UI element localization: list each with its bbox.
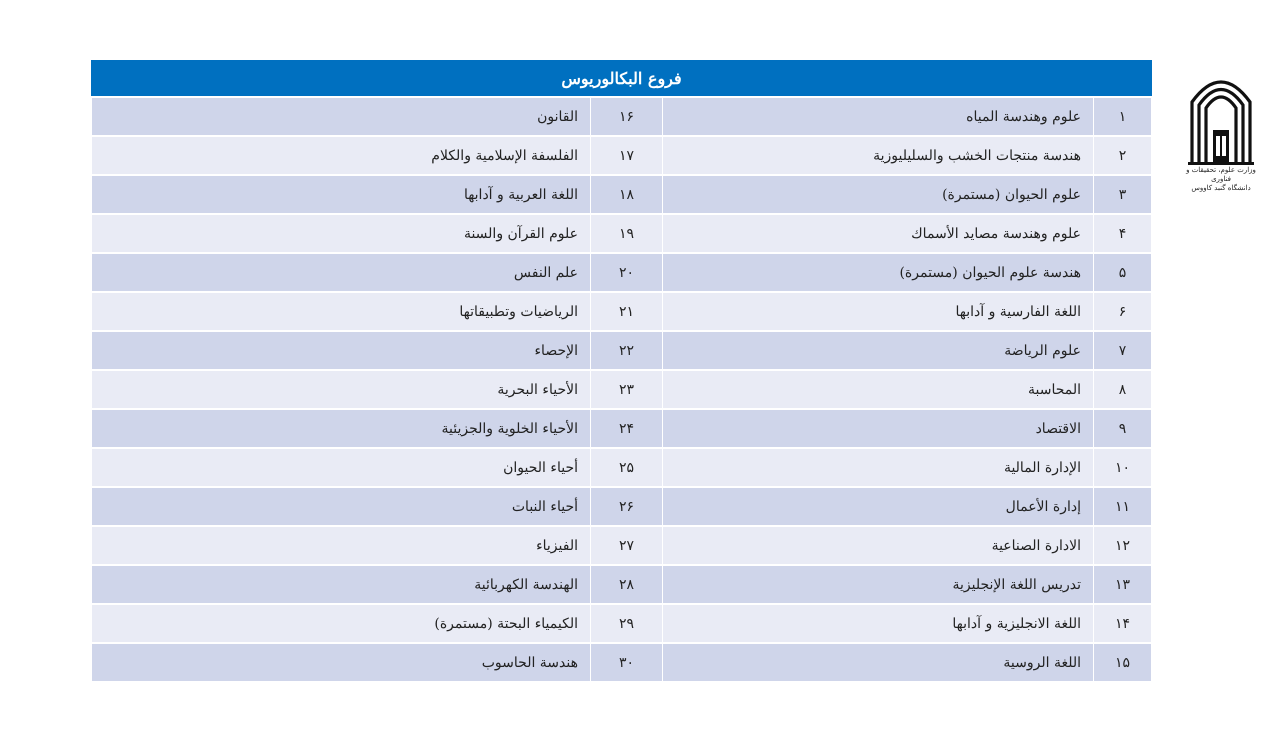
row-number: ١٠ xyxy=(1093,448,1152,488)
program-name: المحاسبة xyxy=(662,370,1094,410)
program-name: علوم وهندسة المياه xyxy=(662,98,1094,137)
program-name: الفلسفة الإسلامية والكلام xyxy=(91,136,591,176)
program-name: هندسة منتجات الخشب والسليليوزية xyxy=(662,136,1094,176)
row-number: ١٢ xyxy=(1093,526,1152,566)
table-row: ۴ علوم وهندسة مصايد الأسماك ١٩ علوم القرآن … xyxy=(91,214,1152,254)
row-number: ١۶ xyxy=(590,98,663,137)
row-number: ۵ xyxy=(1093,253,1152,293)
program-name: اللغة العربية و آدابها xyxy=(91,175,591,215)
row-number: ١٨ xyxy=(590,175,663,215)
table-row: ٨ المحاسبة ٢٣ الأحياء البحرية xyxy=(91,370,1152,410)
row-number: ٢۴ xyxy=(590,409,663,449)
program-name: الاقتصاد xyxy=(662,409,1094,449)
program-name: الهندسة الكهربائية xyxy=(91,565,591,605)
row-number: ۶ xyxy=(1093,292,1152,332)
program-name: الكيمياء البحتة (مستمرة) xyxy=(91,604,591,644)
row-number: ١٧ xyxy=(590,136,663,176)
table-row: ١٢ الادارة الصناعية ٢٧ الفيزياء xyxy=(91,526,1152,566)
row-number: ١٣ xyxy=(1093,565,1152,605)
row-number: ٨ xyxy=(1093,370,1152,410)
program-name: الادارة الصناعية xyxy=(662,526,1094,566)
table-row: ١١ إدارة الأعمال ٢۶ أحياء النبات xyxy=(91,487,1152,527)
program-name: علوم القرآن والسنة xyxy=(91,214,591,254)
program-name: الإحصاء xyxy=(91,331,591,371)
program-name: اللغة الروسية xyxy=(662,643,1094,683)
logo-caption: وزارت علوم، تحقیقات و فناوری دانشگاه گنب… xyxy=(1186,166,1256,192)
table-row: ١۴ اللغة الانجليزية و آدابها ٢٩ الكيمياء ال… xyxy=(91,604,1152,644)
row-number: ٢۵ xyxy=(590,448,663,488)
table-row: ٧ علوم الرياضة ٢٢ الإحصاء xyxy=(91,331,1152,371)
row-number: ١٩ xyxy=(590,214,663,254)
program-name: تدريس اللغة الإنجليزية xyxy=(662,565,1094,605)
program-name: علوم وهندسة مصايد الأسماك xyxy=(662,214,1094,254)
row-number: ٩ xyxy=(1093,409,1152,449)
row-number: ٢٢ xyxy=(590,331,663,371)
table-row: ١ علوم وهندسة المياه ١۶ القانون xyxy=(91,98,1152,137)
row-number: ١١ xyxy=(1093,487,1152,527)
row-number: ١ xyxy=(1093,98,1152,137)
row-number: ٣ xyxy=(1093,175,1152,215)
program-name: الأحياء الخلوية والجزيئية xyxy=(91,409,591,449)
program-name: أحياء النبات xyxy=(91,487,591,527)
row-number: ٢ xyxy=(1093,136,1152,176)
table-title: فروع البكالوريوس xyxy=(91,60,1152,98)
row-number: ٢٧ xyxy=(590,526,663,566)
program-name: الإدارة المالية xyxy=(662,448,1094,488)
table-row: ١٣ تدريس اللغة الإنجليزية ٢٨ الهندسة الكهرب… xyxy=(91,565,1152,605)
program-name: هندسة علوم الحيوان (مستمرة) xyxy=(662,253,1094,293)
program-name: اللغة الانجليزية و آدابها xyxy=(662,604,1094,644)
row-number: ٢٨ xyxy=(590,565,663,605)
program-name: الرياضيات وتطبيقاتها xyxy=(91,292,591,332)
table-row: ٩ الاقتصاد ٢۴ الأحياء الخلوية والجزيئية xyxy=(91,409,1152,449)
program-name: علم النفس xyxy=(91,253,591,293)
program-name: الأحياء البحرية xyxy=(91,370,591,410)
program-name: إدارة الأعمال xyxy=(662,487,1094,527)
university-emblem-icon xyxy=(1188,80,1254,165)
table-row: ١۵ اللغة الروسية ٣٠ هندسة الحاسوب xyxy=(91,643,1152,683)
programs-grid: ١ علوم وهندسة المياه ١۶ القانون ٢ هندسة منتجا… xyxy=(91,98,1152,683)
row-number: ٢۶ xyxy=(590,487,663,527)
table-row: ١٠ الإدارة المالية ٢۵ أحياء الحيوان xyxy=(91,448,1152,488)
row-number: ٢٠ xyxy=(590,253,663,293)
program-name: علوم الرياضة xyxy=(662,331,1094,371)
row-number: ٢٩ xyxy=(590,604,663,644)
program-name: هندسة الحاسوب xyxy=(91,643,591,683)
row-number: ٢٣ xyxy=(590,370,663,410)
row-number: ١۵ xyxy=(1093,643,1152,683)
table-row: ۵ هندسة علوم الحيوان (مستمرة) ٢٠ علم النفس xyxy=(91,253,1152,293)
row-number: ٢١ xyxy=(590,292,663,332)
row-number: ۴ xyxy=(1093,214,1152,254)
program-name: علوم الحيوان (مستمرة) xyxy=(662,175,1094,215)
table-row: ۶ اللغة الفارسية و آدابها ٢١ الرياضيات وتطب… xyxy=(91,292,1152,332)
table-row: ٣ علوم الحيوان (مستمرة) ١٨ اللغة العربية و … xyxy=(91,175,1152,215)
row-number: ٣٠ xyxy=(590,643,663,683)
program-name: أحياء الحيوان xyxy=(91,448,591,488)
row-number: ١۴ xyxy=(1093,604,1152,644)
program-name: اللغة الفارسية و آدابها xyxy=(662,292,1094,332)
table-row: ٢ هندسة منتجات الخشب والسليليوزية ١٧ الفلسف… xyxy=(91,136,1152,176)
program-name: الفيزياء xyxy=(91,526,591,566)
bachelor-programs-table: فروع البكالوريوس ١ علوم وهندسة المياه ١۶ ال… xyxy=(91,60,1152,683)
program-name: القانون xyxy=(91,98,591,137)
row-number: ٧ xyxy=(1093,331,1152,371)
